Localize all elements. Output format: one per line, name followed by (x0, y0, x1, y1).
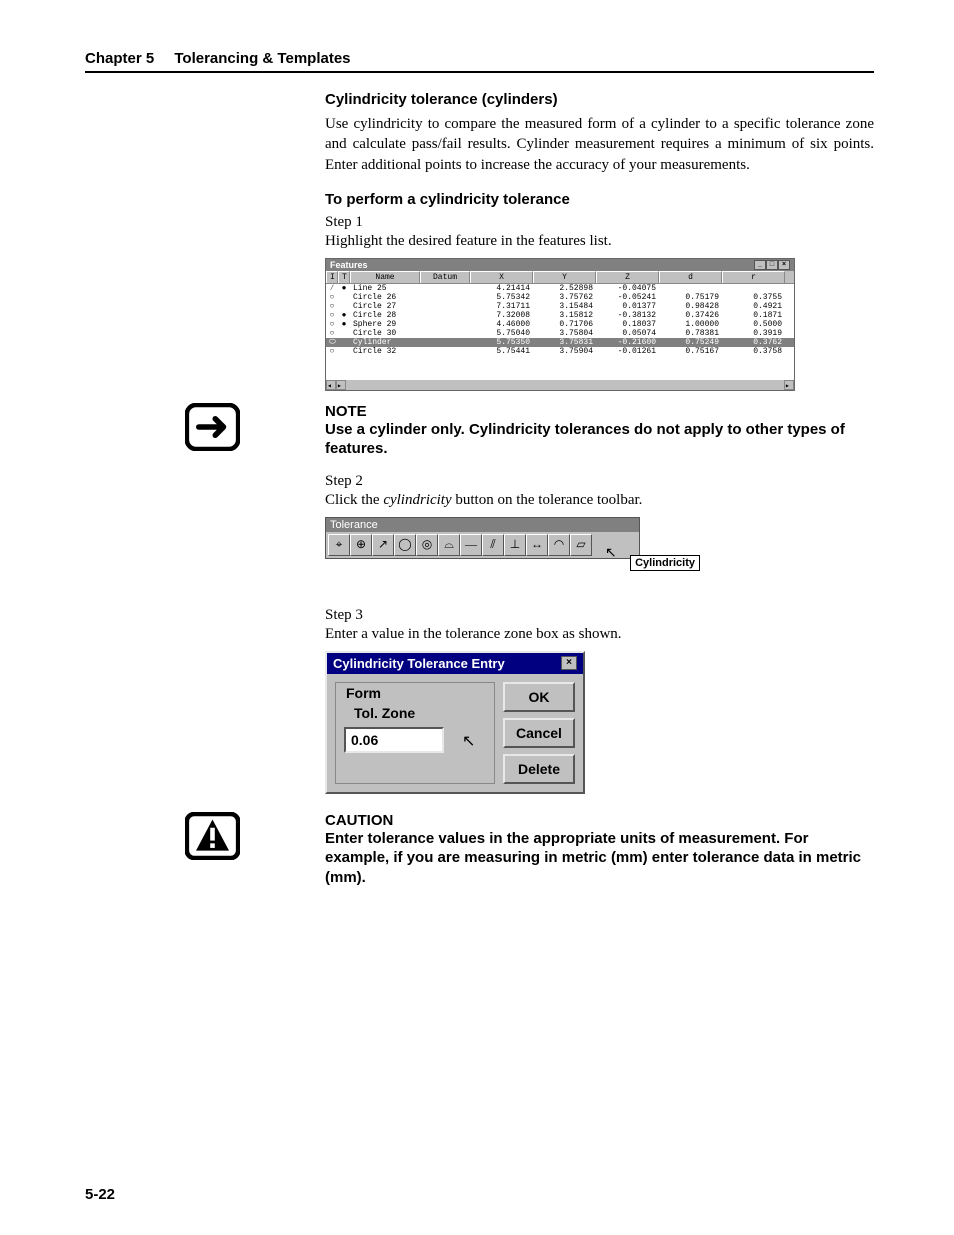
cylindricity-tooltip: Cylindricity (630, 555, 700, 571)
table-row[interactable]: ○●Circle 287.320083.15812-0.381320.37426… (326, 311, 794, 320)
ok-button[interactable]: OK (503, 682, 575, 712)
cancel-button[interactable]: Cancel (503, 718, 575, 748)
tolerance-button-0[interactable]: ⌖ (328, 534, 350, 556)
table-row[interactable]: ○●Sphere 294.460000.717060.180371.000000… (326, 320, 794, 329)
horizontal-scrollbar[interactable]: ◂▸▸ (326, 380, 794, 390)
form-fieldset: Form Tol. Zone (335, 682, 495, 784)
col-h-d: d (659, 271, 722, 283)
table-row[interactable]: ○Circle 305.750403.758040.050740.783810.… (326, 329, 794, 338)
features-window-title: Features (330, 260, 368, 270)
section-heading-2: To perform a cylindricity tolerance (325, 191, 874, 208)
close-button[interactable]: × (778, 260, 790, 270)
caution-icon (185, 812, 240, 860)
step2-em: cylindricity (383, 492, 451, 508)
cursor-icon: ↖ (605, 545, 617, 562)
minimize-button[interactable]: _ (754, 260, 766, 270)
table-row[interactable]: ⁄●Line 254.214142.52898-0.04075 (326, 284, 794, 293)
step-1-label: Step 1 (325, 214, 874, 231)
section-body-1: Use cylindricity to compare the measured… (325, 114, 874, 175)
tolerance-toolbar: Tolerance ⌖⊕↗◯◎⌓—⫽⊥↔◠▱ (325, 517, 640, 559)
table-row[interactable]: ○Circle 325.754413.75904-0.012610.751670… (326, 347, 794, 356)
col-h-r: r (722, 271, 785, 283)
tolerance-button-3[interactable]: ◯ (394, 534, 416, 556)
table-row[interactable]: ○Circle 277.317113.154840.013770.984280.… (326, 302, 794, 311)
tol-zone-input[interactable] (344, 727, 444, 753)
features-list-body: ⁄●Line 254.214142.52898-0.04075○Circle 2… (326, 284, 794, 380)
tolerance-button-5[interactable]: ⌓ (438, 534, 460, 556)
maximize-button[interactable]: □ (766, 260, 778, 270)
chapter-header: Chapter 5 Tolerancing & Templates (85, 50, 874, 73)
tolerance-button-4[interactable]: ◎ (416, 534, 438, 556)
col-h-z: Z (596, 271, 659, 283)
step-2-desc: Click the cylindricity button on the tol… (325, 492, 874, 509)
dialog-title: Cylindricity Tolerance Entry (333, 656, 505, 671)
col-h-name: Name (350, 271, 420, 283)
step2-post: button on the tolerance toolbar. (452, 492, 643, 508)
tolerance-toolbar-buttons: ⌖⊕↗◯◎⌓—⫽⊥↔◠▱ (326, 532, 639, 558)
section-heading-1: Cylindricity tolerance (cylinders) (325, 91, 874, 108)
chapter-number: Chapter 5 (85, 50, 154, 67)
col-h-i: I (326, 271, 338, 283)
col-h-datum: Datum (420, 271, 470, 283)
delete-button[interactable]: Delete (503, 754, 575, 784)
dialog-close-button[interactable]: × (561, 656, 577, 670)
step-1-desc: Highlight the desired feature in the fea… (325, 233, 874, 250)
caution-body: Enter tolerance values in the appropriat… (325, 829, 874, 888)
features-window-titlebar: Features _ □ × (326, 259, 794, 271)
tolerance-button-10[interactable]: ◠ (548, 534, 570, 556)
table-row[interactable]: ⬭Cylinder5.753503.75831-0.216000.752490.… (326, 338, 794, 347)
note-icon (185, 403, 240, 451)
tolerance-button-11[interactable]: ▱ (570, 534, 592, 556)
tolerance-button-7[interactable]: ⫽ (482, 534, 504, 556)
tolerance-button-6[interactable]: — (460, 534, 482, 556)
note-body: Use a cylinder only. Cylindricity tolera… (325, 420, 874, 459)
step2-pre: Click the (325, 492, 383, 508)
col-h-x: X (470, 271, 533, 283)
caution-title: CAUTION (325, 812, 874, 829)
tolerance-button-1[interactable]: ⊕ (350, 534, 372, 556)
step-2-label: Step 2 (325, 473, 874, 490)
step-3-label: Step 3 (325, 607, 874, 624)
tolerance-button-8[interactable]: ⊥ (504, 534, 526, 556)
dialog-titlebar: Cylindricity Tolerance Entry × (327, 653, 583, 674)
tolerance-button-9[interactable]: ↔ (526, 534, 548, 556)
col-h-t: T (338, 271, 350, 283)
form-legend: Form (344, 685, 486, 701)
tol-zone-label: Tol. Zone (354, 705, 486, 721)
page-number: 5-22 (85, 1186, 115, 1203)
tolerance-toolbar-title: Tolerance (326, 518, 639, 532)
cylindricity-entry-dialog: Cylindricity Tolerance Entry × Form Tol.… (325, 651, 585, 794)
col-h-y: Y (533, 271, 596, 283)
note-title: NOTE (325, 403, 874, 420)
features-list-window: Features _ □ × I T Name Datum X Y Z d r … (325, 258, 795, 391)
features-column-headers: I T Name Datum X Y Z d r (326, 271, 794, 284)
chapter-title: Tolerancing & Templates (174, 50, 350, 67)
tolerance-button-2[interactable]: ↗ (372, 534, 394, 556)
step-3-desc: Enter a value in the tolerance zone box … (325, 626, 874, 643)
table-row[interactable]: ○Circle 265.753423.75762-0.052410.751790… (326, 293, 794, 302)
